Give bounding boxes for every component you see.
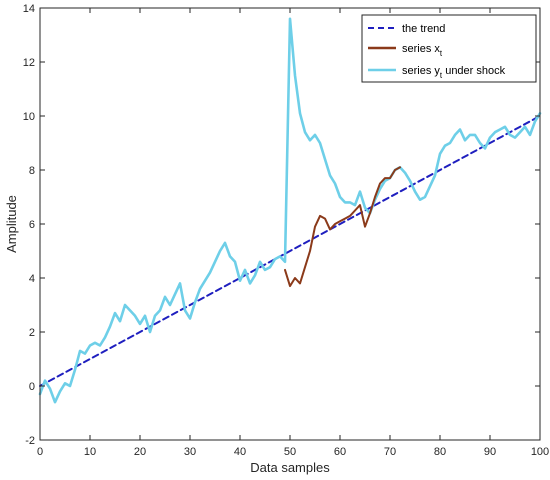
x-axis-label: Data samples <box>250 460 330 475</box>
y-tick-label: 10 <box>23 111 35 123</box>
legend: the trend series xt series yt under shock <box>361 14 537 83</box>
series-yt-line <box>38 17 542 404</box>
legend-label: series yt under shock <box>402 65 506 80</box>
legend-item-trend: the trend <box>368 23 445 35</box>
x-tick-label: 90 <box>484 446 496 458</box>
legend-item-series-xt: series xt <box>368 43 443 58</box>
y-tick-label: 8 <box>29 165 35 177</box>
x-tick-label: 10 <box>84 446 96 458</box>
x-tick-label: 70 <box>384 446 396 458</box>
y-tick-label: 2 <box>29 327 35 339</box>
series-xt-line <box>284 166 401 288</box>
x-tick-label: 0 <box>37 446 43 458</box>
x-tick-label: 20 <box>134 446 146 458</box>
x-tick-label: 80 <box>434 446 446 458</box>
y-axis-label: Amplitude <box>4 195 19 253</box>
x-tick-label: 50 <box>284 446 296 458</box>
x-tick-label: 30 <box>184 446 196 458</box>
y-tick-label: -2 <box>25 435 35 447</box>
y-tick-label: 6 <box>29 219 35 231</box>
legend-label: series xt <box>402 43 443 58</box>
axes <box>39 7 541 441</box>
y-tick-label: 4 <box>29 273 35 285</box>
legend-label: the trend <box>402 23 445 35</box>
x-tick-label: 40 <box>234 446 246 458</box>
legend-item-series-yt: series yt under shock <box>368 65 506 80</box>
y-tick-label: 14 <box>23 3 35 15</box>
x-tick-label: 60 <box>334 446 346 458</box>
y-tick-label: 0 <box>29 381 35 393</box>
trend-line <box>39 115 541 387</box>
x-tick-label: 100 <box>531 446 549 458</box>
y-tick-label: 12 <box>23 57 35 69</box>
